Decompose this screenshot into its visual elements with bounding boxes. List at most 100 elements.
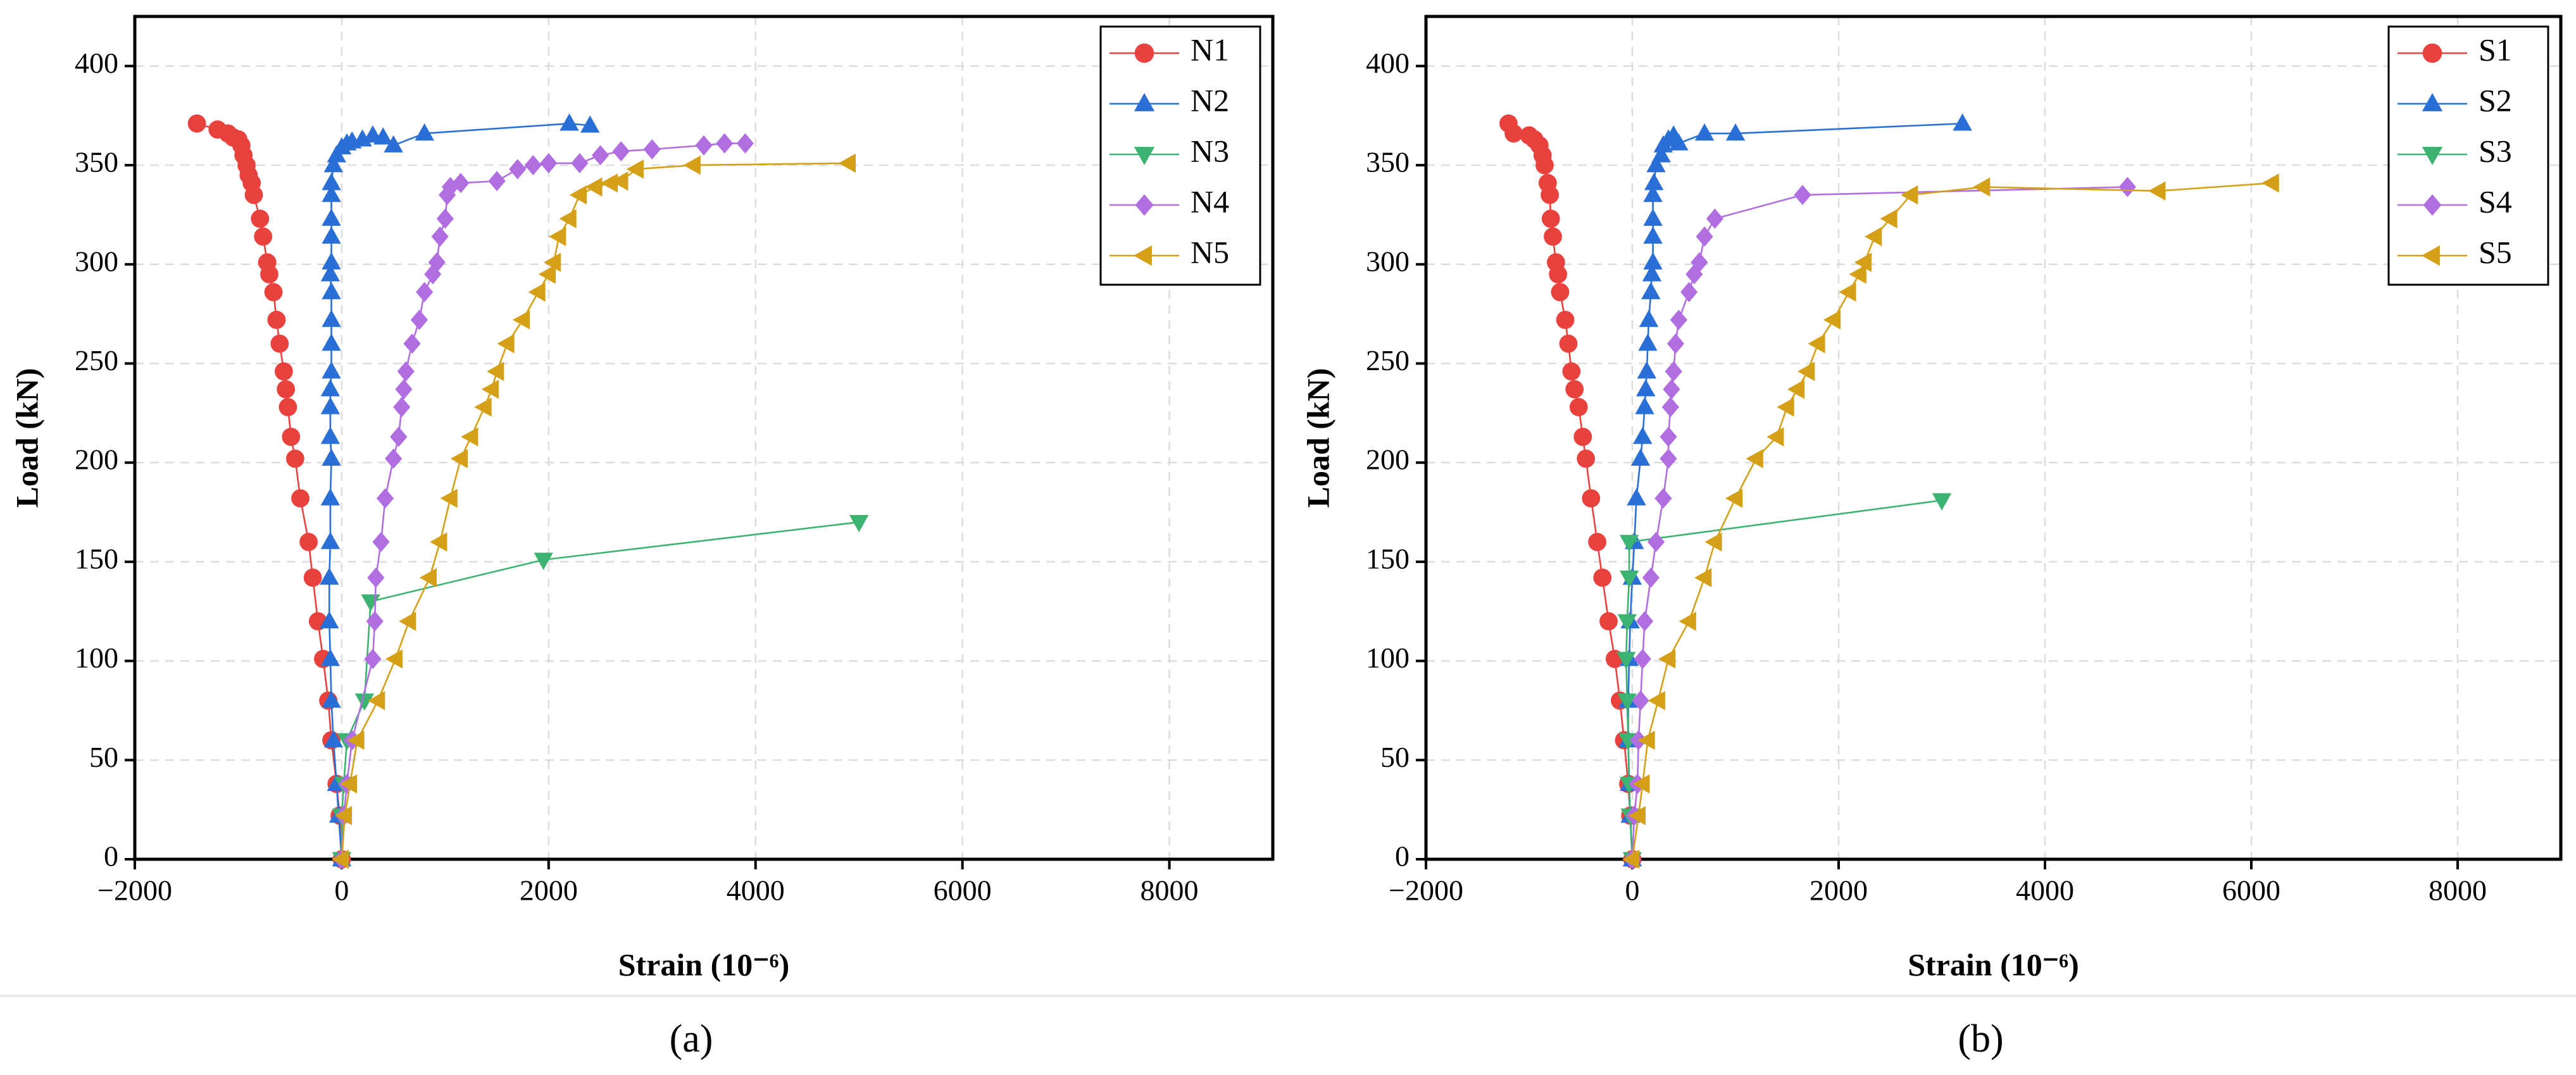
caption: (b) (1958, 1017, 2003, 1060)
data-point (1588, 533, 1606, 551)
data-point (1617, 614, 1637, 631)
data-point (385, 448, 403, 469)
data-point (320, 426, 341, 444)
data-point (366, 611, 384, 631)
data-point (291, 489, 309, 507)
data-point (560, 113, 579, 131)
data-point (559, 209, 577, 228)
data-point (1638, 333, 1658, 351)
data-point (1573, 428, 1592, 446)
data-point (1617, 693, 1637, 711)
data-point (1546, 253, 1565, 272)
data-point (1556, 311, 1575, 329)
x-tick-label: 8000 (2429, 874, 2487, 907)
data-point (347, 730, 365, 750)
data-point (580, 115, 600, 133)
legend-marker (2422, 93, 2443, 111)
y-tick-label: 0 (1395, 840, 1410, 873)
data-point (415, 123, 434, 141)
data-point (571, 152, 589, 173)
legend-label: N1 (1191, 32, 1229, 67)
data-point (322, 208, 341, 226)
data-point (1706, 208, 1723, 229)
y-tick-label: 200 (75, 444, 118, 476)
y-tick-label: 400 (75, 47, 118, 79)
y-tick-label: 0 (104, 840, 118, 873)
data-point (373, 127, 393, 145)
data-point (611, 171, 628, 191)
data-point (1651, 145, 1671, 163)
data-point (528, 282, 546, 302)
x-tick-label: 8000 (1141, 874, 1199, 907)
data-point (716, 133, 734, 154)
data-point (569, 185, 587, 205)
data-point (320, 379, 341, 397)
data-point (322, 173, 341, 190)
data-point (320, 567, 339, 585)
data-point (364, 649, 382, 669)
data-point (1787, 380, 1804, 399)
x-tick-label: 0 (1625, 874, 1640, 907)
data-point (320, 397, 341, 414)
data-point (1953, 113, 1972, 131)
data-point (1663, 379, 1680, 400)
legend-label: S3 (2479, 133, 2512, 168)
data-point (452, 173, 470, 194)
data-point (1746, 449, 1763, 469)
data-point (416, 282, 434, 302)
legend-label: N4 (1191, 183, 1229, 219)
data-point (1635, 397, 1654, 414)
data-point (334, 805, 353, 826)
data-point (1880, 209, 1898, 228)
data-point (1632, 774, 1650, 794)
y-tick-label: 100 (1366, 642, 1410, 674)
data-point (320, 264, 341, 282)
data-point (278, 398, 297, 416)
data-point (2118, 177, 2136, 197)
legend-label: N2 (1191, 82, 1229, 118)
data-point (1520, 126, 1539, 145)
data-point (2148, 181, 2166, 201)
data-point (1766, 427, 1784, 447)
data-point (385, 649, 403, 669)
data-point (1823, 310, 1841, 330)
data-point (1538, 173, 1557, 192)
series-line (1625, 499, 1942, 860)
data-point (509, 159, 527, 180)
x-axis-label: Strain (10⁻⁶) (1908, 947, 2079, 982)
data-point (1616, 652, 1636, 669)
data-point (274, 362, 293, 381)
data-point (251, 209, 270, 228)
y-tick-label: 250 (75, 344, 118, 376)
data-point (1669, 133, 1689, 151)
data-point (372, 531, 390, 552)
data-point (461, 427, 478, 447)
data-point (390, 426, 408, 447)
data-point (320, 531, 341, 549)
data-point (497, 333, 515, 354)
data-point (1551, 283, 1570, 302)
data-point (322, 309, 341, 327)
y-tick-label: 350 (75, 146, 118, 178)
data-point (258, 253, 277, 272)
y-tick-label: 200 (1366, 444, 1410, 476)
data-point (1633, 426, 1653, 444)
data-point (436, 208, 454, 229)
data-point (591, 145, 610, 166)
series-line (341, 521, 860, 859)
data-point (1646, 155, 1666, 173)
data-point (264, 283, 283, 302)
data-point (1562, 362, 1581, 381)
data-point (1643, 185, 1663, 202)
data-point (322, 282, 341, 299)
data-point (1644, 173, 1664, 190)
x-tick-label: −2000 (1389, 874, 1463, 907)
data-point (1679, 611, 1696, 631)
y-tick-label: 150 (1366, 542, 1410, 575)
data-point (323, 730, 344, 748)
data-point (320, 649, 341, 666)
data-point (1660, 448, 1677, 469)
data-point (322, 252, 341, 270)
x-tick-label: 2000 (1810, 874, 1868, 907)
